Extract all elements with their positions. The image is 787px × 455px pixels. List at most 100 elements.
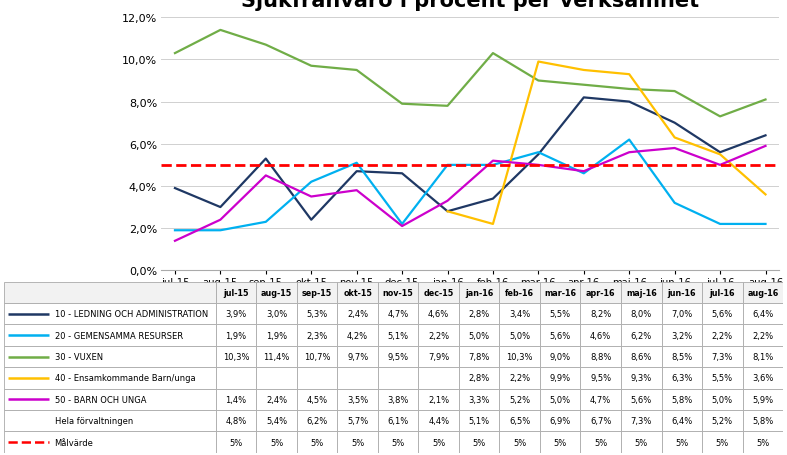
Bar bbox=[4, 346, 216, 368]
Text: Målvärde: Målvärde bbox=[54, 438, 94, 446]
Text: 5%: 5% bbox=[634, 438, 648, 446]
Bar bbox=[338, 303, 378, 325]
Bar bbox=[338, 431, 378, 453]
Bar bbox=[743, 389, 783, 410]
Bar bbox=[702, 282, 743, 303]
Text: 9,5%: 9,5% bbox=[388, 352, 408, 361]
Bar bbox=[338, 410, 378, 431]
Text: 8,0%: 8,0% bbox=[630, 309, 652, 318]
Text: 2,2%: 2,2% bbox=[509, 374, 530, 383]
Bar bbox=[4, 282, 216, 303]
Text: 9,0%: 9,0% bbox=[549, 352, 571, 361]
Bar bbox=[297, 346, 338, 368]
Bar bbox=[581, 303, 621, 325]
Bar bbox=[500, 368, 540, 389]
Text: 5,6%: 5,6% bbox=[549, 331, 571, 340]
Bar bbox=[662, 389, 702, 410]
Text: 30 - VUXEN: 30 - VUXEN bbox=[54, 352, 102, 361]
Bar bbox=[338, 389, 378, 410]
Text: 2,2%: 2,2% bbox=[711, 331, 733, 340]
Text: 5,7%: 5,7% bbox=[347, 416, 368, 425]
Bar bbox=[419, 431, 459, 453]
Text: 5,0%: 5,0% bbox=[509, 331, 530, 340]
Bar bbox=[338, 282, 378, 303]
Text: 5%: 5% bbox=[513, 438, 527, 446]
Bar bbox=[216, 389, 257, 410]
Bar bbox=[378, 389, 419, 410]
Bar bbox=[500, 282, 540, 303]
Bar bbox=[743, 303, 783, 325]
Bar bbox=[702, 368, 743, 389]
Text: 3,0%: 3,0% bbox=[266, 309, 287, 318]
Bar bbox=[4, 410, 216, 431]
Text: aug-15: aug-15 bbox=[261, 288, 292, 297]
Bar bbox=[257, 389, 297, 410]
Bar bbox=[540, 389, 581, 410]
Text: aug-16: aug-16 bbox=[747, 288, 778, 297]
Text: 2,3%: 2,3% bbox=[306, 331, 327, 340]
Bar bbox=[581, 431, 621, 453]
Bar bbox=[459, 368, 500, 389]
Text: maj-16: maj-16 bbox=[626, 288, 656, 297]
Text: 5,5%: 5,5% bbox=[711, 374, 733, 383]
Text: 5%: 5% bbox=[270, 438, 283, 446]
Text: 5,9%: 5,9% bbox=[752, 395, 774, 404]
Bar bbox=[297, 410, 338, 431]
Bar bbox=[540, 325, 581, 346]
Text: 2,8%: 2,8% bbox=[468, 374, 490, 383]
Bar bbox=[216, 346, 257, 368]
Bar bbox=[459, 325, 500, 346]
Bar bbox=[581, 346, 621, 368]
Bar bbox=[743, 325, 783, 346]
Text: 10,3%: 10,3% bbox=[223, 352, 249, 361]
Bar bbox=[257, 282, 297, 303]
Text: 7,0%: 7,0% bbox=[671, 309, 693, 318]
Bar bbox=[257, 368, 297, 389]
Text: 2,2%: 2,2% bbox=[752, 331, 774, 340]
Text: 5,1%: 5,1% bbox=[468, 416, 490, 425]
Text: okt-15: okt-15 bbox=[343, 288, 372, 297]
Text: 5,2%: 5,2% bbox=[509, 395, 530, 404]
Bar bbox=[419, 303, 459, 325]
Bar bbox=[459, 389, 500, 410]
Text: 3,4%: 3,4% bbox=[509, 309, 530, 318]
Text: 5%: 5% bbox=[715, 438, 729, 446]
Bar bbox=[4, 431, 216, 453]
Text: 5,0%: 5,0% bbox=[711, 395, 733, 404]
Text: 8,8%: 8,8% bbox=[590, 352, 611, 361]
Text: 6,1%: 6,1% bbox=[387, 416, 408, 425]
Bar bbox=[702, 431, 743, 453]
Text: 5%: 5% bbox=[230, 438, 242, 446]
Bar bbox=[459, 346, 500, 368]
Text: jul-16: jul-16 bbox=[710, 288, 735, 297]
Text: 5%: 5% bbox=[594, 438, 608, 446]
Text: 6,2%: 6,2% bbox=[306, 416, 327, 425]
Bar bbox=[540, 431, 581, 453]
Title: Sjukfrånvaro i procent per verksamhet: Sjukfrånvaro i procent per verksamhet bbox=[241, 0, 700, 11]
Bar bbox=[4, 303, 216, 325]
Bar bbox=[297, 325, 338, 346]
Bar bbox=[743, 431, 783, 453]
Bar bbox=[338, 325, 378, 346]
Text: 9,7%: 9,7% bbox=[347, 352, 368, 361]
Bar bbox=[216, 282, 257, 303]
Bar bbox=[500, 325, 540, 346]
Text: 5,6%: 5,6% bbox=[711, 309, 733, 318]
Text: 2,4%: 2,4% bbox=[347, 309, 368, 318]
Bar bbox=[297, 389, 338, 410]
Bar bbox=[4, 325, 216, 346]
Bar bbox=[662, 368, 702, 389]
Text: 6,5%: 6,5% bbox=[509, 416, 530, 425]
Text: 5,4%: 5,4% bbox=[266, 416, 287, 425]
Text: jul-15: jul-15 bbox=[224, 288, 249, 297]
Text: 5,6%: 5,6% bbox=[630, 395, 652, 404]
Bar bbox=[419, 410, 459, 431]
Bar bbox=[581, 368, 621, 389]
Bar bbox=[581, 325, 621, 346]
Bar bbox=[419, 346, 459, 368]
Bar bbox=[500, 346, 540, 368]
Text: 5,1%: 5,1% bbox=[388, 331, 408, 340]
Bar bbox=[297, 368, 338, 389]
Bar bbox=[338, 346, 378, 368]
Text: 5%: 5% bbox=[351, 438, 364, 446]
